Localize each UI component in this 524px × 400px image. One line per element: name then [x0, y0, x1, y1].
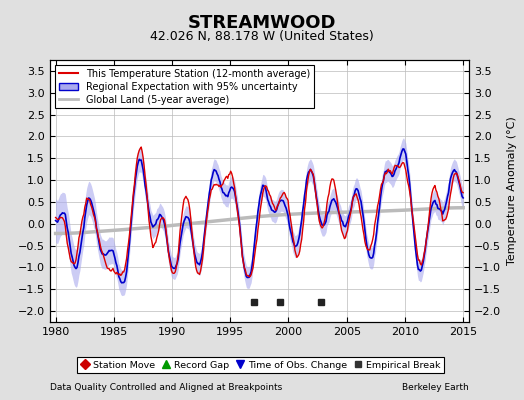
Legend: This Temperature Station (12-month average), Regional Expectation with 95% uncer: This Temperature Station (12-month avera… — [54, 65, 314, 108]
Text: Data Quality Controlled and Aligned at Breakpoints: Data Quality Controlled and Aligned at B… — [50, 383, 282, 392]
Text: STREAMWOOD: STREAMWOOD — [188, 14, 336, 32]
Legend: Station Move, Record Gap, Time of Obs. Change, Empirical Break: Station Move, Record Gap, Time of Obs. C… — [77, 357, 444, 373]
Text: 42.026 N, 88.178 W (United States): 42.026 N, 88.178 W (United States) — [150, 30, 374, 43]
Y-axis label: Temperature Anomaly (°C): Temperature Anomaly (°C) — [507, 117, 517, 265]
Text: Berkeley Earth: Berkeley Earth — [402, 383, 469, 392]
